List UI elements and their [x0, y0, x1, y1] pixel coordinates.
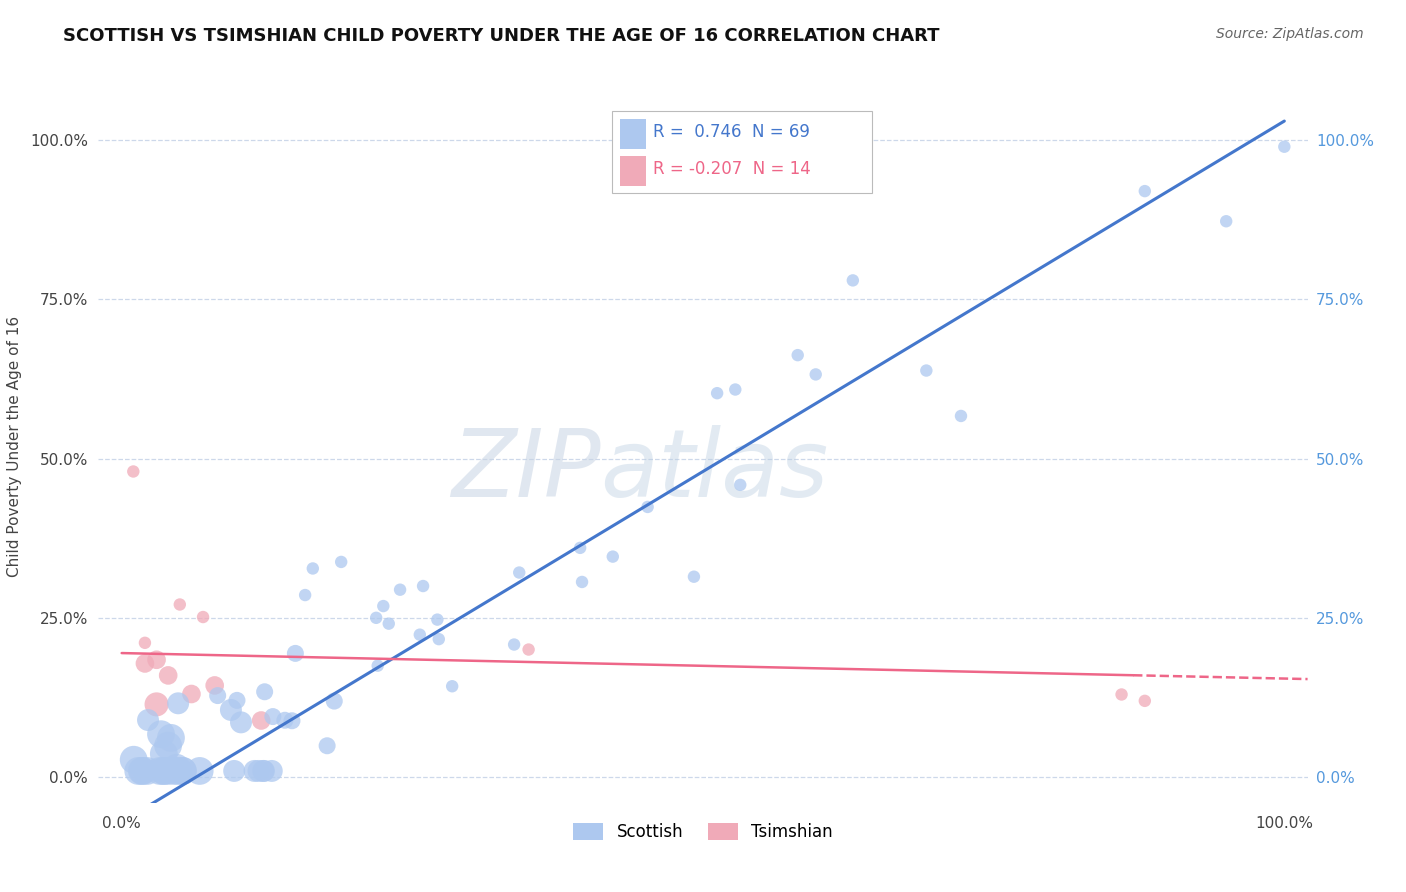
Point: [323, 694, 346, 708]
Point: [122, 465, 145, 479]
Point: [153, 747, 176, 761]
Point: [136, 713, 159, 727]
Point: [262, 709, 284, 723]
Text: Source: ZipAtlas.com: Source: ZipAtlas.com: [1216, 27, 1364, 41]
Point: [301, 561, 323, 575]
Point: [786, 348, 808, 362]
Point: [250, 714, 273, 728]
Point: [243, 764, 266, 778]
Point: [136, 764, 159, 778]
Point: [367, 658, 389, 673]
Point: [180, 687, 202, 701]
Point: [330, 555, 353, 569]
Point: [191, 610, 214, 624]
Point: [284, 647, 307, 661]
Point: [508, 566, 530, 580]
Point: [157, 764, 180, 778]
Point: [169, 598, 191, 612]
Bar: [620, 155, 647, 186]
Point: [167, 764, 190, 778]
Point: [503, 638, 526, 652]
Point: [441, 679, 464, 693]
Point: [683, 570, 706, 584]
Point: [915, 363, 938, 377]
Point: [517, 642, 540, 657]
Bar: [620, 120, 647, 149]
Point: [134, 636, 156, 650]
Point: [226, 693, 249, 707]
Point: [224, 764, 246, 778]
Point: [274, 713, 297, 727]
Point: [409, 628, 432, 642]
Point: [389, 582, 412, 597]
Point: [366, 611, 388, 625]
Point: [427, 632, 450, 647]
Point: [1133, 694, 1156, 708]
Point: [1272, 139, 1295, 153]
Text: atlas: atlas: [600, 425, 828, 516]
Point: [160, 731, 183, 745]
Point: [412, 579, 434, 593]
Point: [377, 616, 399, 631]
Point: [134, 657, 156, 671]
FancyBboxPatch shape: [613, 111, 872, 193]
Point: [637, 500, 659, 514]
Point: [152, 764, 174, 778]
Point: [131, 764, 153, 778]
Point: [152, 764, 174, 778]
Point: [253, 764, 276, 778]
Point: [167, 696, 190, 710]
Legend: Scottish, Tsimshian: Scottish, Tsimshian: [567, 816, 839, 848]
Point: [281, 714, 304, 728]
Point: [219, 703, 242, 717]
Point: [247, 764, 270, 778]
Point: [571, 574, 593, 589]
Point: [157, 668, 180, 682]
Point: [316, 739, 339, 753]
Point: [145, 698, 167, 712]
Point: [373, 599, 395, 613]
Point: [426, 613, 449, 627]
Text: ZIP: ZIP: [450, 425, 600, 516]
Point: [253, 685, 276, 699]
Point: [207, 689, 229, 703]
Point: [188, 764, 211, 778]
Point: [724, 383, 747, 397]
Point: [145, 653, 167, 667]
Point: [172, 764, 194, 778]
Point: [163, 764, 186, 778]
Point: [172, 764, 194, 778]
Point: [252, 764, 274, 778]
Point: [166, 761, 188, 775]
Point: [149, 764, 172, 778]
Point: [842, 273, 865, 287]
Text: R = -0.207  N = 14: R = -0.207 N = 14: [654, 161, 811, 178]
Point: [204, 678, 226, 692]
Point: [157, 739, 180, 753]
Point: [127, 764, 149, 778]
Point: [229, 715, 252, 730]
Point: [949, 409, 972, 423]
Point: [706, 386, 728, 401]
Text: SCOTTISH VS TSIMSHIAN CHILD POVERTY UNDER THE AGE OF 16 CORRELATION CHART: SCOTTISH VS TSIMSHIAN CHILD POVERTY UNDE…: [63, 27, 939, 45]
Point: [1111, 688, 1133, 702]
Point: [260, 764, 283, 778]
Point: [1133, 184, 1156, 198]
Point: [804, 368, 827, 382]
Y-axis label: Child Poverty Under the Age of 16: Child Poverty Under the Age of 16: [7, 316, 21, 576]
Point: [602, 549, 624, 564]
Point: [728, 478, 751, 492]
Point: [294, 588, 316, 602]
Point: [150, 727, 173, 741]
Text: R =  0.746  N = 69: R = 0.746 N = 69: [654, 123, 810, 141]
Point: [132, 764, 155, 778]
Point: [569, 541, 592, 555]
Point: [1215, 214, 1237, 228]
Point: [122, 753, 145, 767]
